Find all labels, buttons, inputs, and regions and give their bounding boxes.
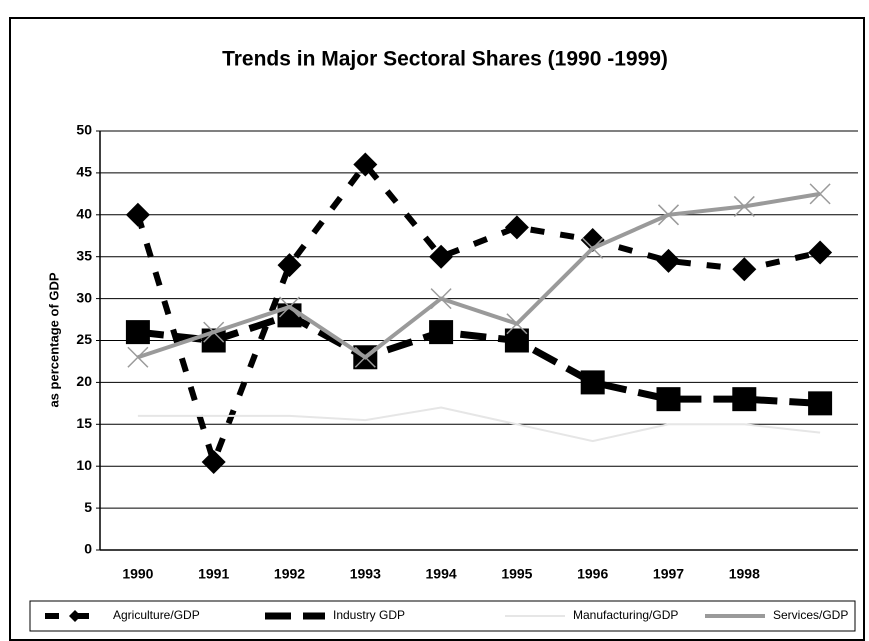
series-line xyxy=(137,191,821,360)
marker xyxy=(125,202,150,227)
x-tick-label: 1994 xyxy=(426,566,457,582)
marker xyxy=(504,215,529,240)
marker xyxy=(430,288,452,310)
marker xyxy=(580,370,605,395)
y-tick-label: 25 xyxy=(76,331,92,347)
legend-label: Agriculture/GDP xyxy=(113,608,200,622)
series-line xyxy=(135,159,821,472)
marker xyxy=(278,296,301,318)
marker xyxy=(277,253,302,278)
x-tick-label: 1996 xyxy=(577,566,608,582)
y-tick-label: 40 xyxy=(76,206,92,222)
marker xyxy=(582,237,604,259)
y-axis-label: as percentage of GDP xyxy=(46,272,61,407)
marker xyxy=(732,387,757,412)
x-tick-label: 1993 xyxy=(350,566,381,582)
marker xyxy=(808,240,833,265)
marker xyxy=(808,391,833,416)
y-tick-label: 30 xyxy=(76,289,92,305)
marker xyxy=(201,450,226,475)
y-tick-label: 5 xyxy=(84,499,92,515)
y-tick-label: 15 xyxy=(76,415,92,431)
legend-marker xyxy=(69,610,81,622)
x-tick-label: 1995 xyxy=(501,566,532,582)
marker xyxy=(809,183,831,205)
marker xyxy=(732,257,757,282)
y-tick-label: 10 xyxy=(76,457,92,473)
marker xyxy=(127,346,149,368)
marker xyxy=(353,152,378,177)
x-tick-label: 1990 xyxy=(122,566,153,582)
y-tick-label: 20 xyxy=(76,373,92,389)
x-tick-label: 1992 xyxy=(274,566,305,582)
x-tick-label: 1998 xyxy=(729,566,760,582)
marker xyxy=(656,387,681,412)
legend-label: Manufacturing/GDP xyxy=(573,608,678,622)
x-tick-label: 1991 xyxy=(198,566,229,582)
series-line xyxy=(137,311,821,407)
marker xyxy=(657,204,680,226)
marker xyxy=(506,313,528,335)
x-tick-label: 1997 xyxy=(653,566,684,582)
y-tick-label: 35 xyxy=(76,247,92,263)
marker xyxy=(656,248,681,273)
chart-title: Trends in Major Sectoral Shares (1990 -1… xyxy=(222,48,668,71)
marker xyxy=(429,244,454,269)
marker xyxy=(429,320,454,345)
y-tick-label: 0 xyxy=(84,541,92,557)
y-tick-label: 45 xyxy=(76,164,92,180)
marker xyxy=(203,321,225,343)
y-tick-label: 50 xyxy=(76,122,92,138)
legend-label: Services/GDP xyxy=(773,608,848,622)
marker xyxy=(733,195,755,217)
legend-label: Industry GDP xyxy=(333,608,405,622)
marker xyxy=(125,320,150,345)
marker xyxy=(354,346,376,368)
series-line xyxy=(137,406,821,443)
